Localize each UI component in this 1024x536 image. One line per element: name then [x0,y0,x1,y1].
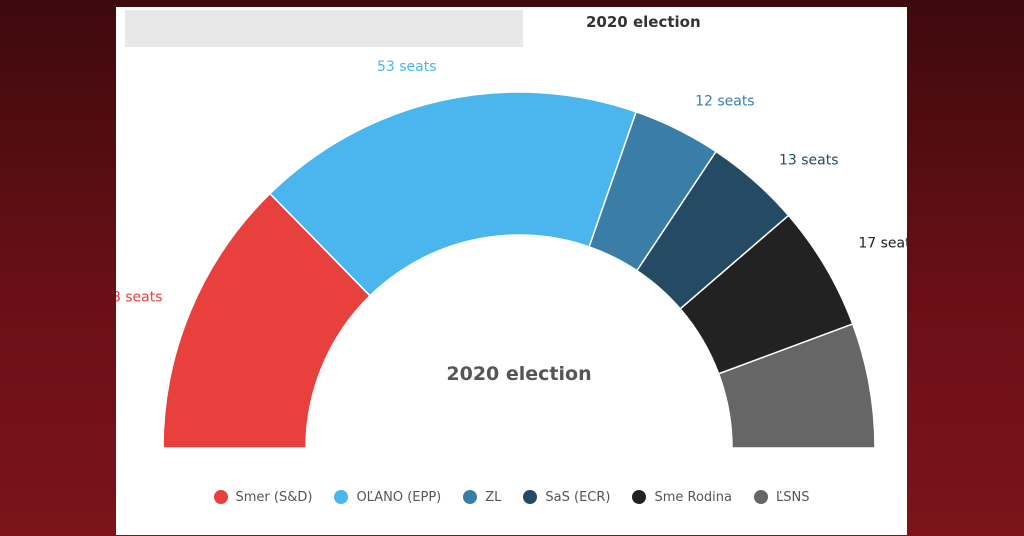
legend-label: OĽANO (EPP) [356,489,442,505]
legend: Smer (S&D) OĽANO (EPP) ZL SaS (ECR) Sme Rodi… [116,486,907,508]
legend-dot-icon [213,490,228,504]
data-label-0: 38 seats [116,290,163,306]
parliament-chart: 2020 election 38 seats 53 seats 12 seats 13… [116,59,907,449]
placeholder-bar [125,10,523,47]
legend-label: ĽSNS [776,489,810,505]
slice-o-ano-epp [268,91,638,297]
data-label-2: 12 seats [695,93,755,109]
legend-dot-icon [754,490,768,504]
legend-label: Sme Rodina [654,489,732,505]
legend-item-0: Smer (S&D) [213,489,313,505]
legend-label: Smer (S&D) [235,489,313,505]
legend-item-2: ZL [463,490,501,505]
legend-dot-icon [632,490,647,504]
legend-item-5: ĽSNS [754,490,809,505]
legend-item-4: Sme Rodina [632,490,732,505]
legend-label: SaS (ECR) [545,489,611,505]
chart-title: 2020 election [586,13,701,31]
legend-label: ZL [485,489,502,505]
slice-sns [717,322,876,449]
data-label-3: 13 seats [779,152,839,168]
slice-smer-s-d [162,192,372,449]
center-label: 2020 election [446,363,591,385]
legend-dot-icon [523,490,538,504]
slice-sme-rodina [679,214,854,375]
data-label-4: 17 seats [858,236,907,252]
legend-item-1: OĽANO (EPP) [334,490,441,505]
slice-sas-ecr [635,150,790,310]
chart-card: 2020 election 2020 election 38 seats 53 s… [116,7,907,535]
legend-dot-icon [463,490,478,504]
slice-zl [588,110,718,272]
legend-dot-icon [334,490,349,504]
legend-item-3: SaS (ECR) [523,490,610,505]
data-label-1: 53 seats [377,59,437,75]
